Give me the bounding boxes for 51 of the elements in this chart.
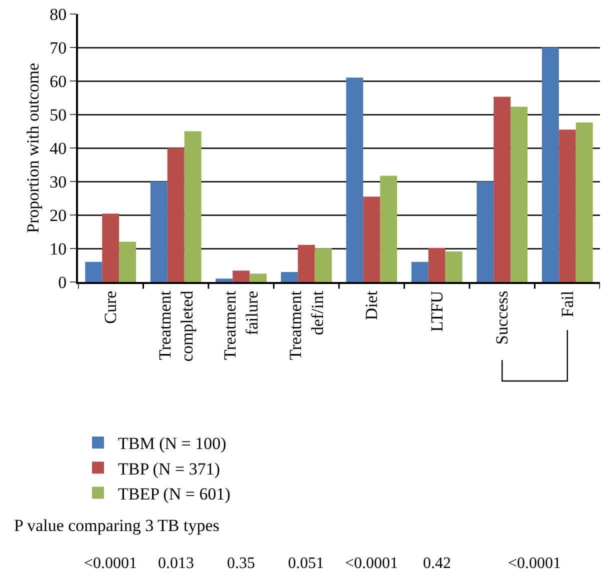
bar	[576, 122, 593, 282]
bar	[428, 248, 446, 282]
bar	[411, 262, 428, 282]
legend-label: TBP (N = 371)	[118, 459, 220, 478]
y-tick-label: 80	[50, 4, 67, 24]
bar	[250, 274, 267, 282]
text: 0.051	[288, 555, 324, 572]
x-tick-label: LTFU	[427, 290, 446, 332]
bar	[298, 244, 315, 282]
text: <0.0001	[84, 555, 138, 572]
y-tick-label: 70	[50, 38, 67, 58]
bar	[85, 262, 102, 282]
bar	[510, 106, 528, 282]
bar	[232, 270, 250, 282]
text: P value comparing 3 TB types	[14, 516, 220, 535]
y-tick-label: 60	[50, 72, 67, 91]
y-tick-label: 10	[50, 239, 67, 258]
y-axis-title: Proportion with outcome	[24, 63, 43, 233]
text: <0.0001	[345, 555, 398, 572]
bar	[445, 252, 462, 282]
x-tick-label: Treatment completed	[155, 290, 196, 362]
bar	[216, 278, 233, 282]
bar	[280, 272, 298, 282]
bar	[494, 96, 511, 282]
x-tick-label: Fail	[558, 290, 577, 318]
bar	[542, 48, 559, 282]
bar	[150, 182, 168, 282]
bar	[119, 242, 136, 282]
legend-label: TBEP (N = 601)	[118, 484, 230, 504]
x-tick-label: Success	[492, 290, 512, 345]
text: 0.42	[423, 555, 451, 572]
bar	[476, 182, 494, 282]
bar	[346, 78, 364, 282]
bar	[167, 148, 184, 282]
bar	[102, 214, 120, 282]
bar	[184, 131, 202, 282]
y-tick-label: 30	[50, 172, 67, 192]
text: 0.013	[158, 555, 194, 572]
bar	[380, 176, 398, 282]
text: 0.35	[227, 555, 255, 572]
legend-label: TBM (N = 100)	[118, 434, 226, 454]
y-tick-label: 20	[50, 206, 67, 225]
bar	[363, 196, 380, 282]
y-tick-label: 0	[58, 272, 67, 292]
x-tick-label: Cure	[101, 290, 120, 324]
bar	[558, 130, 576, 282]
y-tick-label: 50	[50, 105, 67, 124]
bar	[314, 248, 332, 282]
y-tick-label: 40	[50, 138, 67, 158]
x-tick-label: Diet	[362, 290, 382, 320]
text: <0.0001	[508, 555, 562, 572]
